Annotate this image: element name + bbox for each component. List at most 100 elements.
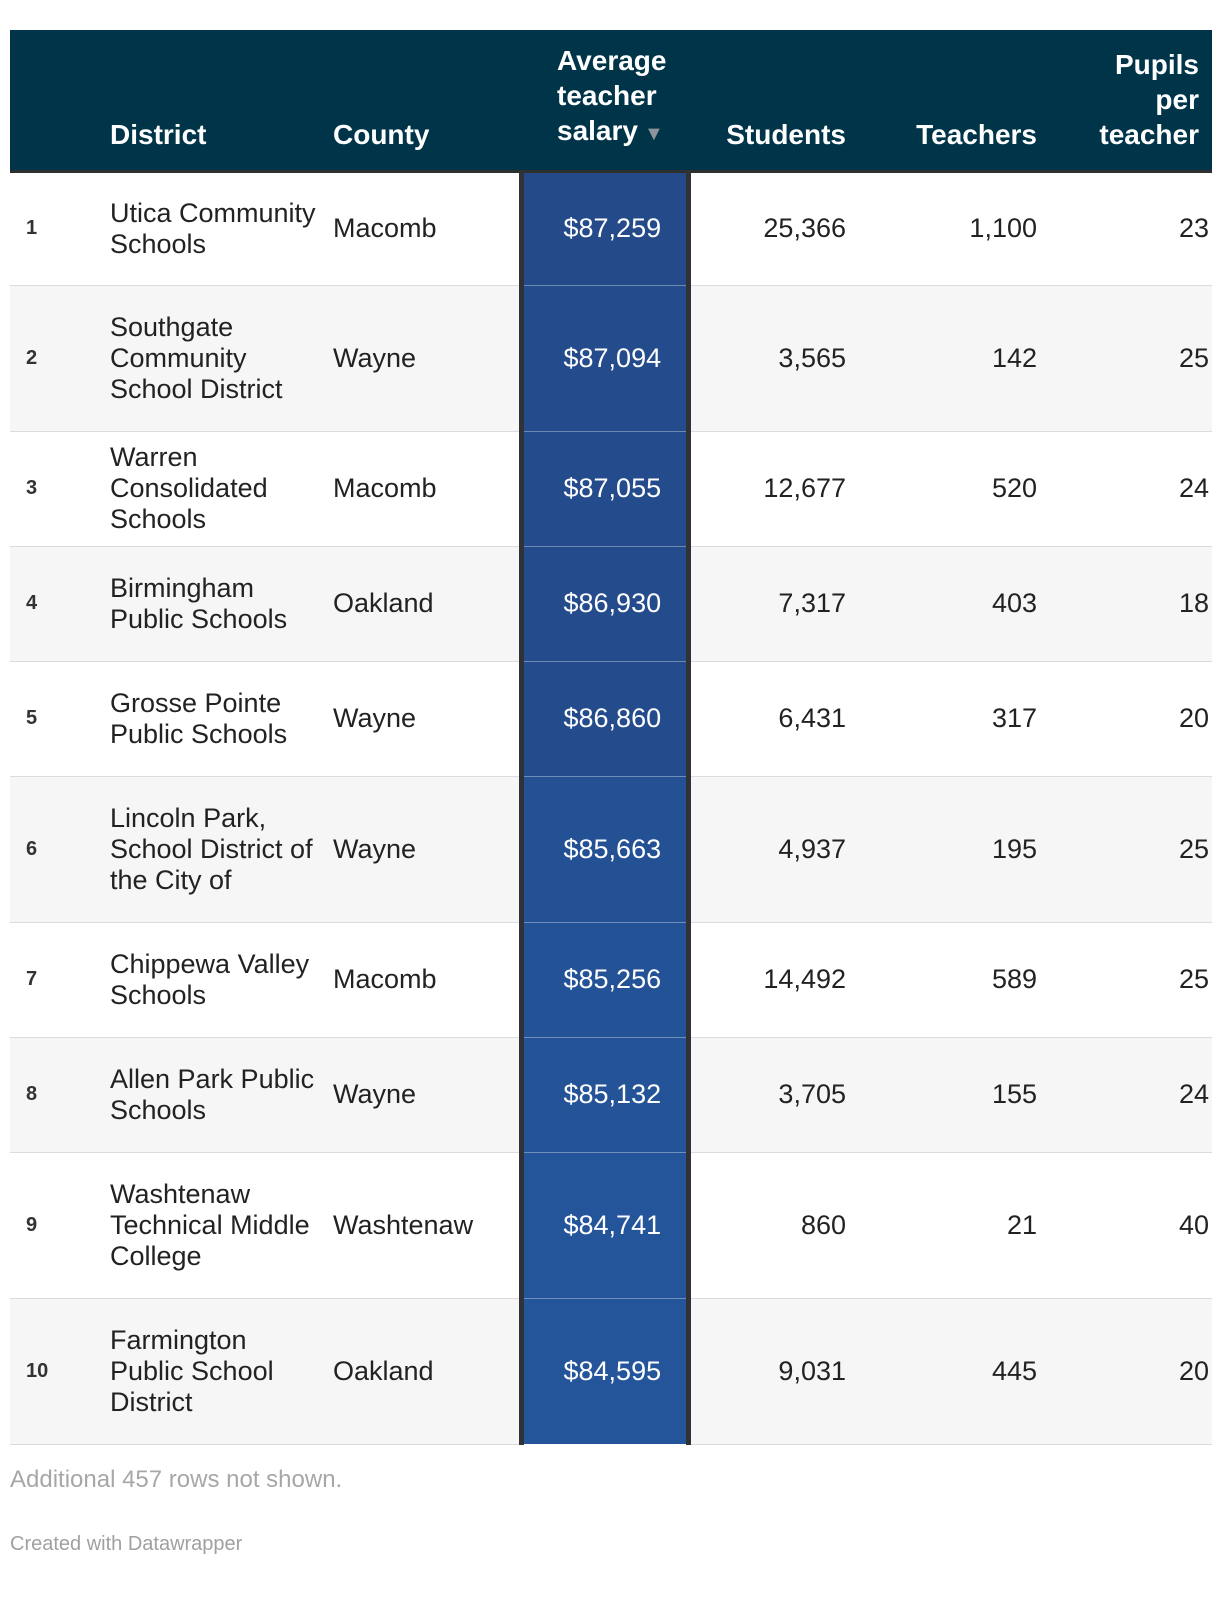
rank-cell: 3	[10, 431, 102, 547]
data-table-container: District County Average teacher salary ▼ …	[10, 30, 1212, 1484]
district-cell: Farmington Public School District	[102, 1298, 325, 1445]
rank-cell: 8	[10, 1037, 102, 1153]
table-row: 4 Birmingham Public Schools Oakland $86,930…	[10, 546, 1212, 662]
district-cell: Grosse Pointe Public Schools	[102, 661, 325, 777]
teachers-cell: 1,100	[857, 171, 1048, 286]
header-students[interactable]: Students	[688, 30, 857, 171]
table-row: 1 Utica Community Schools Macomb $87,259 25,…	[10, 171, 1212, 286]
header-teachers[interactable]: Teachers	[857, 30, 1048, 171]
table-row: 3 Warren Consolidated Schools Macomb $87,05…	[10, 431, 1212, 547]
county-cell: Macomb	[325, 171, 521, 286]
rank-cell: 10	[10, 1298, 102, 1445]
county-cell: Macomb	[325, 922, 521, 1038]
teachers-cell: 445	[857, 1298, 1048, 1445]
salary-cell: $86,930	[518, 546, 691, 662]
students-cell: 6,431	[688, 661, 857, 777]
district-cell: Warren Consolidated Schools	[102, 431, 325, 547]
rows-not-shown-note: Additional 457 rows not shown.	[10, 1466, 343, 1493]
students-cell: 4,937	[688, 776, 857, 923]
header-district[interactable]: District	[102, 30, 325, 171]
district-cell: Birmingham Public Schools	[102, 546, 325, 662]
pupils-per-teacher-cell: 25	[1048, 285, 1212, 432]
students-cell: 12,677	[688, 431, 857, 547]
teachers-cell: 589	[857, 922, 1048, 1038]
header-pupils-per-teacher[interactable]: Pupils per teacher	[1048, 30, 1212, 171]
teachers-cell: 142	[857, 285, 1048, 432]
teachers-cell: 403	[857, 546, 1048, 662]
header-students-label: Students	[726, 118, 846, 150]
county-cell: Oakland	[325, 546, 521, 662]
students-cell: 25,366	[688, 171, 857, 286]
county-cell: Macomb	[325, 431, 521, 547]
rank-cell: 4	[10, 546, 102, 662]
table-row: 8 Allen Park Public Schools Wayne $85,132 3,…	[10, 1037, 1212, 1153]
header-salary[interactable]: Average teacher salary ▼	[521, 30, 688, 171]
table-body: 1 Utica Community Schools Macomb $87,259 25,…	[10, 171, 1212, 1445]
table-row: 10 Farmington Public School District Oakla…	[10, 1298, 1212, 1445]
table-header: District County Average teacher salary ▼ …	[10, 30, 1212, 171]
table-row: 5 Grosse Pointe Public Schools Wayne $86,86…	[10, 661, 1212, 777]
pupils-per-teacher-cell: 20	[1048, 661, 1212, 777]
district-cell: Utica Community Schools	[102, 171, 325, 286]
teachers-cell: 155	[857, 1037, 1048, 1153]
district-cell: Lincoln Park, School District of the Cit…	[102, 776, 325, 923]
students-cell: 9,031	[688, 1298, 857, 1445]
salary-cell: $86,860	[518, 661, 691, 777]
salary-cell: $85,256	[518, 922, 691, 1038]
table-row: 7 Chippewa Valley Schools Macomb $85,256 14,…	[10, 922, 1212, 1038]
header-county[interactable]: County	[325, 30, 521, 171]
header-district-label: District	[110, 118, 207, 150]
header-row: District County Average teacher salary ▼ …	[10, 30, 1212, 171]
county-cell: Wayne	[325, 1037, 521, 1153]
table-row: 9 Washtenaw Technical Middle College Washt…	[10, 1152, 1212, 1299]
rank-cell: 2	[10, 285, 102, 432]
county-cell: Oakland	[325, 1298, 521, 1445]
pupils-per-teacher-cell: 23	[1048, 171, 1212, 286]
header-rank	[10, 30, 102, 171]
salary-table: District County Average teacher salary ▼ …	[10, 30, 1212, 1445]
pupils-per-teacher-cell: 24	[1048, 431, 1212, 547]
salary-cell: $87,055	[518, 431, 691, 547]
rank-cell: 6	[10, 776, 102, 923]
header-salary-label: Average teacher salary	[557, 44, 667, 146]
salary-cell: $87,259	[518, 171, 691, 286]
salary-cell: $85,132	[518, 1037, 691, 1153]
salary-cell: $87,094	[518, 285, 691, 432]
students-cell: 3,565	[688, 285, 857, 432]
header-county-label: County	[333, 118, 430, 150]
sort-descending-icon: ▼	[643, 122, 664, 145]
students-cell: 3,705	[688, 1037, 857, 1153]
pupils-per-teacher-cell: 25	[1048, 922, 1212, 1038]
district-cell: Allen Park Public Schools	[102, 1037, 325, 1153]
county-cell: Wayne	[325, 661, 521, 777]
rank-cell: 1	[10, 171, 102, 286]
table-row: 6 Lincoln Park, School District of the Ci…	[10, 776, 1212, 923]
county-cell: Washtenaw	[325, 1152, 521, 1299]
students-cell: 14,492	[688, 922, 857, 1038]
teachers-cell: 520	[857, 431, 1048, 547]
county-cell: Wayne	[325, 776, 521, 923]
pupils-per-teacher-cell: 20	[1048, 1298, 1212, 1445]
table-row: 2 Southgate Community School District Wayn…	[10, 285, 1212, 432]
district-cell: Southgate Community School District	[102, 285, 325, 432]
rank-cell: 7	[10, 922, 102, 1038]
salary-cell: $84,595	[518, 1298, 691, 1445]
header-teachers-label: Teachers	[916, 118, 1037, 150]
district-cell: Chippewa Valley Schools	[102, 922, 325, 1038]
students-cell: 7,317	[688, 546, 857, 662]
rank-cell: 9	[10, 1152, 102, 1299]
datawrapper-credit: Created with Datawrapper	[10, 1533, 243, 1555]
students-cell: 860	[688, 1152, 857, 1299]
pupils-per-teacher-cell: 40	[1048, 1152, 1212, 1299]
pupils-per-teacher-cell: 24	[1048, 1037, 1212, 1153]
teachers-cell: 195	[857, 776, 1048, 923]
teachers-cell: 21	[857, 1152, 1048, 1299]
pupils-per-teacher-cell: 18	[1048, 546, 1212, 662]
teachers-cell: 317	[857, 661, 1048, 777]
header-ppt-label: Pupils per teacher	[1099, 48, 1199, 150]
salary-cell: $85,663	[518, 776, 691, 923]
county-cell: Wayne	[325, 285, 521, 432]
rank-cell: 5	[10, 661, 102, 777]
district-cell: Washtenaw Technical Middle College	[102, 1152, 325, 1299]
salary-cell: $84,741	[518, 1152, 691, 1299]
